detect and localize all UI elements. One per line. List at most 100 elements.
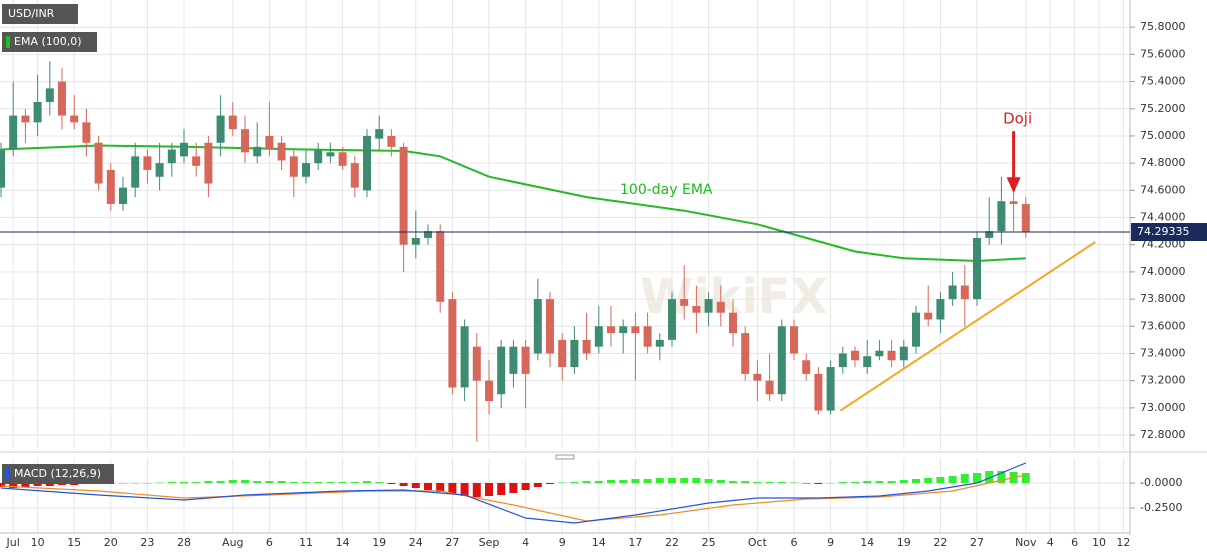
candle-body [497, 346, 506, 395]
histogram-bar [314, 482, 323, 483]
y-tick-label: 74.6000 [1140, 183, 1186, 196]
histogram-bar [875, 481, 884, 483]
histogram-bar [753, 482, 762, 483]
candle-body [936, 299, 945, 320]
legend-box [2, 4, 78, 24]
candle-body [180, 142, 188, 157]
legend-label: EMA (100,0) [14, 35, 82, 48]
x-tick-label: 19 [897, 536, 911, 549]
candle-body [826, 367, 835, 411]
candle-body [765, 380, 774, 395]
histogram-bar [814, 483, 823, 484]
candle-body [338, 152, 347, 166]
histogram-bar [777, 482, 786, 483]
histogram-bar [167, 482, 176, 483]
x-tick-label: 4 [1047, 536, 1054, 549]
histogram-bar [277, 481, 286, 483]
candle-body [399, 146, 408, 245]
histogram-bar [838, 482, 847, 483]
x-tick-label: 9 [559, 536, 566, 549]
y-tick-label: 73.0000 [1140, 401, 1186, 414]
y-tick-label: -0.2500 [1140, 501, 1182, 514]
histogram-bar [338, 482, 347, 483]
histogram-bar [204, 481, 213, 483]
candle-body [192, 156, 201, 166]
signal-line [0, 474, 1026, 522]
candle-body [631, 326, 640, 334]
histogram-bar [33, 483, 42, 486]
y-tick-label: 75.0000 [1140, 129, 1186, 142]
legend-swatch [6, 36, 10, 48]
histogram-bar [973, 473, 981, 483]
candle-body [216, 115, 225, 143]
histogram-bar [765, 482, 774, 483]
histogram-bar [851, 482, 859, 483]
candle-body [94, 142, 103, 184]
candle-body [265, 135, 274, 150]
trend-line [839, 241, 1096, 412]
histogram-bar [826, 483, 835, 484]
histogram-bar [192, 482, 201, 483]
chart-title: USD/INR [8, 7, 55, 20]
candle-body [485, 380, 493, 402]
candle-body [228, 115, 237, 130]
macd-line [0, 462, 1027, 524]
histogram-bar [960, 474, 969, 483]
histogram-bar [790, 482, 798, 483]
last-price-box [1131, 223, 1207, 242]
candle-body [119, 187, 127, 204]
histogram-bar [887, 481, 896, 483]
histogram-bar [802, 483, 811, 484]
histogram-bar [21, 483, 30, 487]
legend-label: MACD (12,26,9) [14, 467, 101, 480]
doji-annotation: Doji [1003, 110, 1032, 128]
histogram-bar [509, 483, 518, 493]
y-tick-label: 73.2000 [1140, 374, 1186, 387]
candle-body [716, 301, 725, 313]
candle-body [997, 201, 1006, 232]
candle-body [851, 350, 859, 361]
y-tick-label: -0.0000 [1140, 476, 1182, 489]
candle-body [973, 237, 981, 300]
histogram-bar [607, 480, 615, 483]
x-tick-label: 25 [702, 536, 716, 549]
histogram-bar [326, 482, 335, 483]
candle-body [241, 129, 249, 153]
x-tick-label: 22 [933, 536, 947, 549]
histogram-bar [912, 479, 920, 483]
y-tick-label: 75.4000 [1140, 75, 1186, 88]
histogram-bar [985, 471, 994, 483]
x-tick-label: 6 [266, 536, 273, 549]
x-tick-label: 10 [31, 536, 45, 549]
y-tick-label: 75.2000 [1140, 102, 1186, 115]
histogram-bar [180, 482, 188, 483]
y-tick-label: 74.4000 [1140, 211, 1186, 224]
histogram-bar [680, 478, 689, 483]
candle-body [948, 285, 957, 300]
x-tick-label: 6 [791, 536, 798, 549]
candle-body [912, 312, 920, 347]
candle-body [106, 169, 115, 204]
candle-body [1021, 203, 1030, 233]
x-tick-label: 27 [445, 536, 459, 549]
histogram-bar [582, 481, 591, 483]
x-tick-label: 14 [860, 536, 874, 549]
candle-body [448, 299, 457, 388]
candle-body [680, 299, 689, 306]
histogram-bar [387, 483, 396, 484]
x-tick-label: 17 [628, 536, 642, 549]
candle-body [741, 333, 750, 374]
histogram-bar [131, 483, 140, 484]
annotation-arrowhead [1006, 177, 1021, 194]
legend-box [2, 32, 97, 52]
panel-handle[interactable] [555, 454, 575, 460]
candle-body [253, 146, 262, 157]
x-tick-label: Nov [1015, 536, 1037, 549]
candle-body [472, 346, 481, 381]
histogram-bar [936, 477, 945, 483]
candle-body [899, 346, 908, 361]
candle-body [411, 237, 420, 245]
histogram-bar [655, 478, 664, 483]
